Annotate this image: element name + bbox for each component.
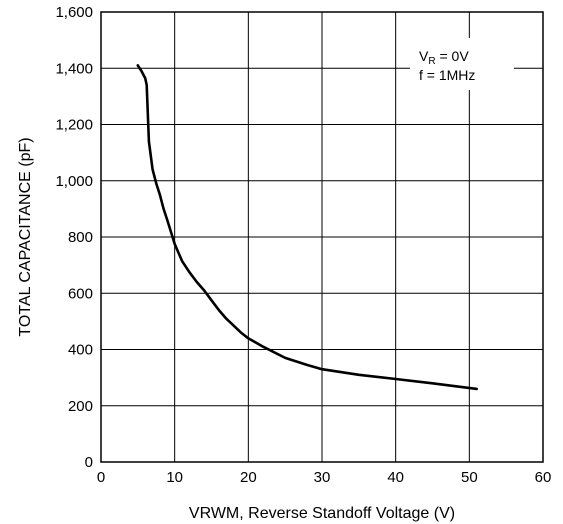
x-tick-label: 50 — [461, 469, 478, 486]
x-tick-label: 40 — [387, 469, 404, 486]
annotation-line-1: VR = 0V — [419, 48, 469, 67]
grid — [101, 12, 543, 462]
tick-labels: 0 10 20 30 40 50 6002004006008001,0001,2001,40… — [55, 4, 551, 486]
annotation-subscript: R — [428, 56, 435, 67]
y-tick-label: 400 — [68, 342, 93, 359]
y-tick-label: 1,000 — [55, 173, 93, 190]
x-tick-label: 10 — [166, 469, 183, 486]
annotation-v: V — [419, 48, 429, 64]
y-tick-label: 600 — [68, 285, 93, 302]
annotation-background — [410, 38, 514, 90]
x-tick-label: 0 — [97, 469, 105, 486]
x-tick-label: 60 — [535, 469, 552, 486]
y-tick-label: 1,400 — [55, 60, 93, 77]
annotation-line-2: f = 1MHz — [419, 67, 475, 83]
y-axis-label: TOTAL CAPACITANCE (pF) — [17, 137, 34, 336]
series-line-0 — [136, 64, 479, 391]
x-tick-label: 30 — [314, 469, 331, 486]
series — [136, 64, 479, 391]
y-tick-label: 1,200 — [55, 117, 93, 134]
y-tick-label: 1,600 — [55, 4, 93, 21]
x-tick-label: 20 — [240, 469, 257, 486]
annotation-box: VR = 0V f = 1MHz — [410, 38, 514, 90]
plot-frame — [100, 11, 544, 463]
annotation-value: = 0V — [436, 48, 470, 64]
x-axis-label: VRWM, Reverse Standoff Voltage (V) — [189, 505, 455, 522]
y-tick-label: 0 — [85, 454, 93, 471]
y-tick-label: 800 — [68, 229, 93, 246]
y-tick-label: 200 — [68, 398, 93, 415]
